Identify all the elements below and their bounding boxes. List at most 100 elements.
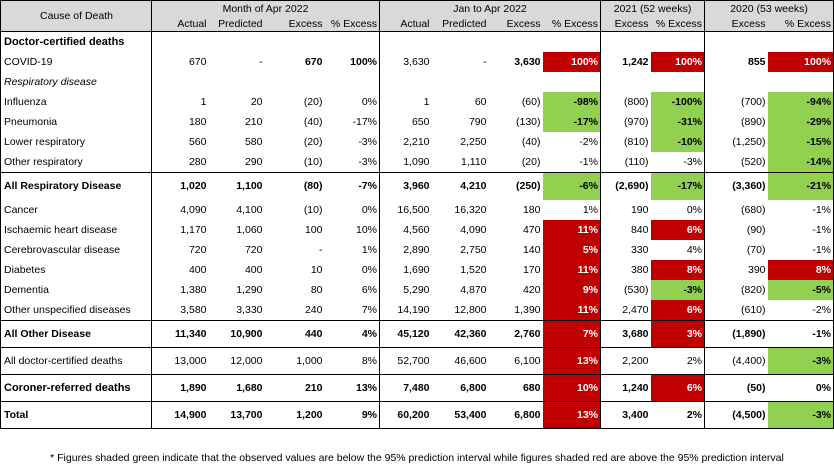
sub-header-cell: Excess [704, 16, 768, 32]
value-cell: -31% [650, 112, 705, 132]
value-cell: 1,240 [600, 373, 651, 401]
value-cell: 2,250 [460, 136, 487, 148]
table-row: Cerebrovascular disease 720 720-1% 2,890 2,7… [0, 239, 834, 260]
value-cell: -10% [650, 132, 705, 152]
value-cell: 6% [650, 299, 705, 320]
value-cell: 400 [151, 259, 209, 280]
value-cell: -1% [579, 156, 598, 168]
value-cell: (2,690) [600, 172, 651, 200]
value-cell [325, 72, 380, 92]
value-cell: (520) [704, 152, 768, 173]
value-cell [600, 31, 651, 52]
value-cell: 2,470 [600, 299, 651, 320]
table-row: Pneumonia 180 210 (40) -17% 650 790 (130) -17% (9… [0, 112, 834, 132]
value-cell [209, 72, 265, 92]
value-cell: 10% [542, 373, 601, 401]
value-cell: (20) [521, 156, 541, 168]
value-cell: 1,890 [151, 373, 209, 401]
value-cell: 380 [600, 259, 651, 280]
value-cell: (250) [488, 172, 543, 200]
value-cell: 14,900 [151, 400, 209, 429]
table-row: Respiratory disease [0, 72, 834, 92]
table-row: Dementia 1,380 1,290 80 6% 5,290 4,870 420 9% (53… [0, 279, 834, 300]
value-cell: 1,100 [208, 172, 265, 200]
value-cell: (1,250) [704, 132, 768, 152]
value-cell: 240 [304, 303, 323, 316]
value-cell: 1,290 [236, 283, 263, 296]
value-cell [151, 31, 209, 52]
value-cell: 0% [767, 373, 834, 401]
value-cell: 4,100 [236, 203, 263, 216]
value-cell: 4,090 [460, 223, 487, 236]
value-cell: 10% [355, 223, 377, 236]
value-cell: 1,690 [379, 259, 432, 280]
value-cell [265, 72, 325, 92]
value-cell: 2,760 [488, 319, 543, 347]
table-row: Ischaemic heart disease 1,170 1,060 100 10% 4… [0, 219, 834, 240]
value-cell: 2% [650, 400, 705, 429]
value-cell: -14% [767, 152, 834, 173]
value-cell: 60 [474, 96, 487, 108]
value-cell: (10) [303, 203, 323, 216]
value-cell: 16,320 [454, 203, 487, 216]
cause-cell: Total [0, 400, 152, 429]
cause-cell: Ischaemic heart disease [0, 219, 152, 240]
value-cell: 100% [350, 56, 377, 68]
value-cell [379, 72, 432, 92]
value-cell: 1% [361, 243, 377, 256]
value-cell [432, 72, 489, 92]
table-row: Cancer 4,090 4,100 (10) 0% 16,500 16,320 180 1% 1… [0, 199, 834, 220]
table-row: Other unspecified diseases 3,580 3,330 240 7… [0, 299, 834, 320]
value-cell: 440 [264, 319, 325, 347]
value-cell: (110) [600, 152, 651, 173]
value-cell: -3% [650, 279, 705, 300]
value-cell: 100 [304, 223, 323, 236]
value-cell [325, 32, 380, 53]
value-cell [651, 72, 705, 92]
value-cell: 11% [542, 259, 601, 280]
cause-cell: All Other Disease [0, 319, 152, 347]
value-cell: (90) [704, 219, 768, 240]
value-cell: 470 [522, 223, 541, 236]
table-row: Diabetes 400 400 10 0% 1,690 1,520 170 11% 380 8% 3… [0, 259, 834, 280]
value-cell: -98% [542, 92, 601, 112]
value-cell: 855 [704, 52, 768, 72]
value-cell: (800) [600, 92, 651, 112]
value-cell [543, 32, 601, 53]
value-cell: 1,020 [151, 172, 209, 200]
value-cell: (4,400) [704, 346, 768, 374]
value-cell: 670 [151, 52, 209, 72]
value-cell: (680) [704, 199, 768, 220]
value-cell: -2% [579, 136, 598, 148]
value-cell: 4% [686, 243, 703, 256]
cause-cell: Other unspecified diseases [0, 299, 152, 320]
value-cell: 11% [542, 299, 601, 320]
value-cell: 4,560 [379, 219, 432, 240]
value-cell: 10,900 [208, 319, 265, 347]
value-cell: 650 [379, 112, 432, 132]
value-cell: 1,242 [600, 52, 651, 72]
value-cell: -3% [767, 400, 834, 429]
value-cell: -3% [767, 346, 834, 374]
table-row: Doctor-certified deaths [0, 31, 834, 53]
value-cell: 4,210 [431, 172, 489, 200]
value-cell: (810) [600, 132, 651, 152]
value-cell: 3,960 [379, 172, 432, 200]
table-row: All Other Disease 11,340 10,900 440 4% 45,120… [0, 319, 834, 347]
value-cell: 330 [600, 239, 651, 260]
value-cell: 8% [650, 259, 705, 280]
value-cell: 210 [264, 373, 325, 401]
value-cell: - [319, 243, 323, 256]
value-cell: 400 [244, 263, 263, 276]
value-cell: (20) [303, 96, 323, 108]
value-cell: (80) [264, 172, 325, 200]
value-cell: 2,890 [379, 239, 432, 260]
value-cell: 190 [600, 199, 651, 220]
sub-header-cell: Actual [379, 16, 432, 32]
value-cell: -5% [767, 279, 834, 300]
sub-header-cell: % Excess [650, 16, 705, 32]
value-cell: 9% [324, 400, 380, 429]
value-cell [489, 32, 543, 53]
value-cell: 13% [542, 400, 601, 429]
value-cell: 4% [324, 319, 380, 347]
